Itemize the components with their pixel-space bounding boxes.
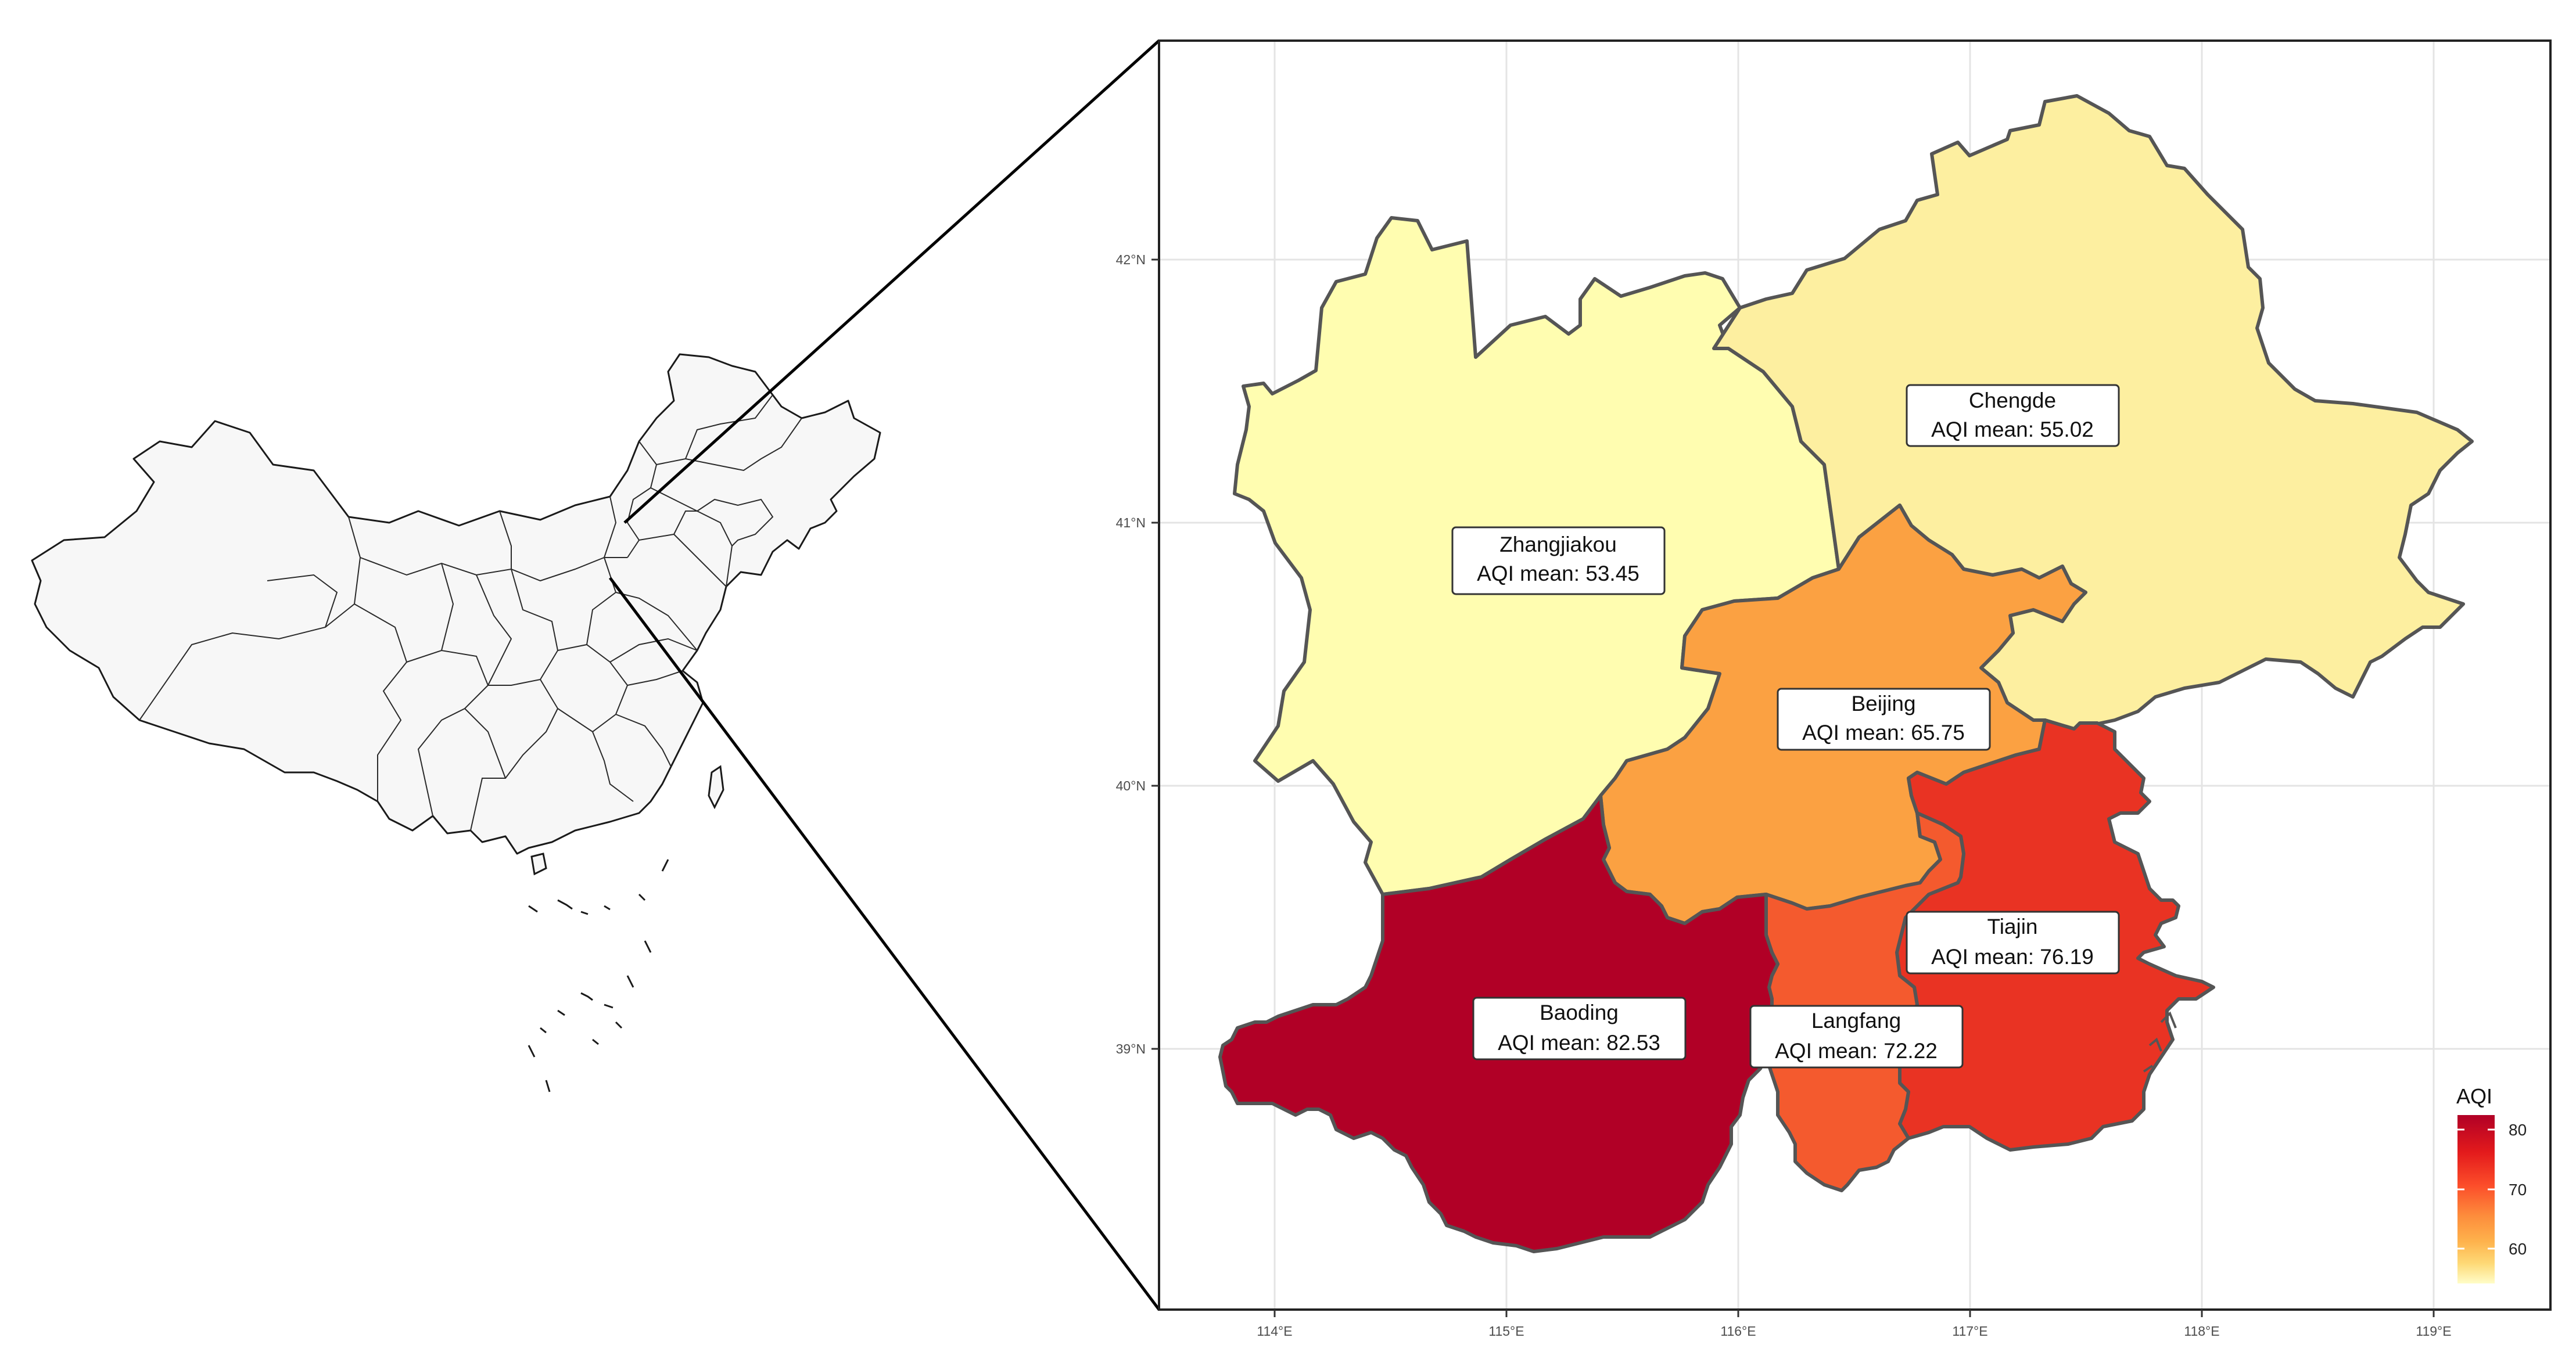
label-aqi-baoding: AQI mean: 82.53 <box>1498 1031 1660 1055</box>
zoom-connector <box>609 39 1160 1311</box>
y-tick-label: 42°N <box>1116 252 1146 267</box>
legend-tick-label: 60 <box>2509 1240 2527 1258</box>
detail-map-panel: Zhangjiakou AQI mean: 53.45 Chengde AQI … <box>1116 39 2552 1339</box>
label-name-baoding: Baoding <box>1540 1001 1619 1024</box>
china-overview-map <box>31 353 881 1092</box>
label-name-zhangjiakou: Zhangjiakou <box>1499 533 1617 556</box>
aqi-legend: AQI 80 70 60 <box>2456 1084 2527 1283</box>
zoom-line-bottom <box>609 577 1160 1311</box>
y-tick-label: 39°N <box>1116 1041 1146 1056</box>
zoom-line-top <box>623 39 1160 524</box>
china-islands <box>528 765 724 1092</box>
x-tick-label: 115°E <box>1488 1324 1524 1339</box>
label-langfang: Langfang AQI mean: 72.22 <box>1749 1005 1964 1069</box>
label-aqi-langfang: AQI mean: 72.22 <box>1775 1039 1938 1063</box>
panel-border <box>1158 39 2552 1311</box>
label-chengde: Chengde AQI mean: 55.02 <box>1906 384 2120 447</box>
label-beijing: Beijing AQI mean: 65.75 <box>1777 688 1991 751</box>
label-tianjin: Tiajin AQI mean: 76.19 <box>1906 911 2120 975</box>
legend-ticks <box>2457 1128 2495 1250</box>
x-tick-label: 116°E <box>1720 1324 1756 1339</box>
label-aqi-tianjin: AQI mean: 76.19 <box>1931 945 2094 969</box>
x-tick-label: 119°E <box>2416 1324 2451 1339</box>
label-baoding: Baoding AQI mean: 82.53 <box>1472 997 1687 1060</box>
y-tick-label: 41°N <box>1116 515 1146 530</box>
x-tick-label: 118°E <box>2184 1324 2219 1339</box>
china-province-borders <box>139 394 802 831</box>
label-name-chengde: Chengde <box>1969 389 2056 412</box>
y-axis-labels: 42°N 41°N 40°N 39°N <box>1116 252 1146 1056</box>
label-zhangjiakou: Zhangjiakou AQI mean: 53.45 <box>1451 526 1666 595</box>
legend-tick-label: 70 <box>2509 1181 2527 1199</box>
label-name-beijing: Beijing <box>1851 692 1915 715</box>
legend-tick-label: 80 <box>2509 1121 2527 1139</box>
region-labels: Zhangjiakou AQI mean: 53.45 Chengde AQI … <box>1451 384 2120 1069</box>
label-aqi-chengde: AQI mean: 55.02 <box>1931 418 2094 441</box>
axis-ticks <box>1151 258 2435 1317</box>
label-name-langfang: Langfang <box>1811 1009 1901 1033</box>
coastline-detail <box>2143 1011 2177 1073</box>
china-outline <box>31 353 881 855</box>
label-aqi-beijing: AQI mean: 65.75 <box>1802 721 1965 745</box>
legend-title: AQI <box>2456 1084 2492 1108</box>
y-tick-label: 40°N <box>1116 778 1146 793</box>
x-tick-label: 114°E <box>1257 1324 1292 1339</box>
x-axis-labels: 114°E 115°E 116°E 117°E 118°E 119°E <box>1257 1324 2451 1339</box>
x-tick-label: 117°E <box>1952 1324 1987 1339</box>
label-aqi-zhangjiakou: AQI mean: 53.45 <box>1477 562 1639 585</box>
label-name-tianjin: Tiajin <box>1987 915 2037 938</box>
legend-colorbar <box>2457 1115 2495 1283</box>
